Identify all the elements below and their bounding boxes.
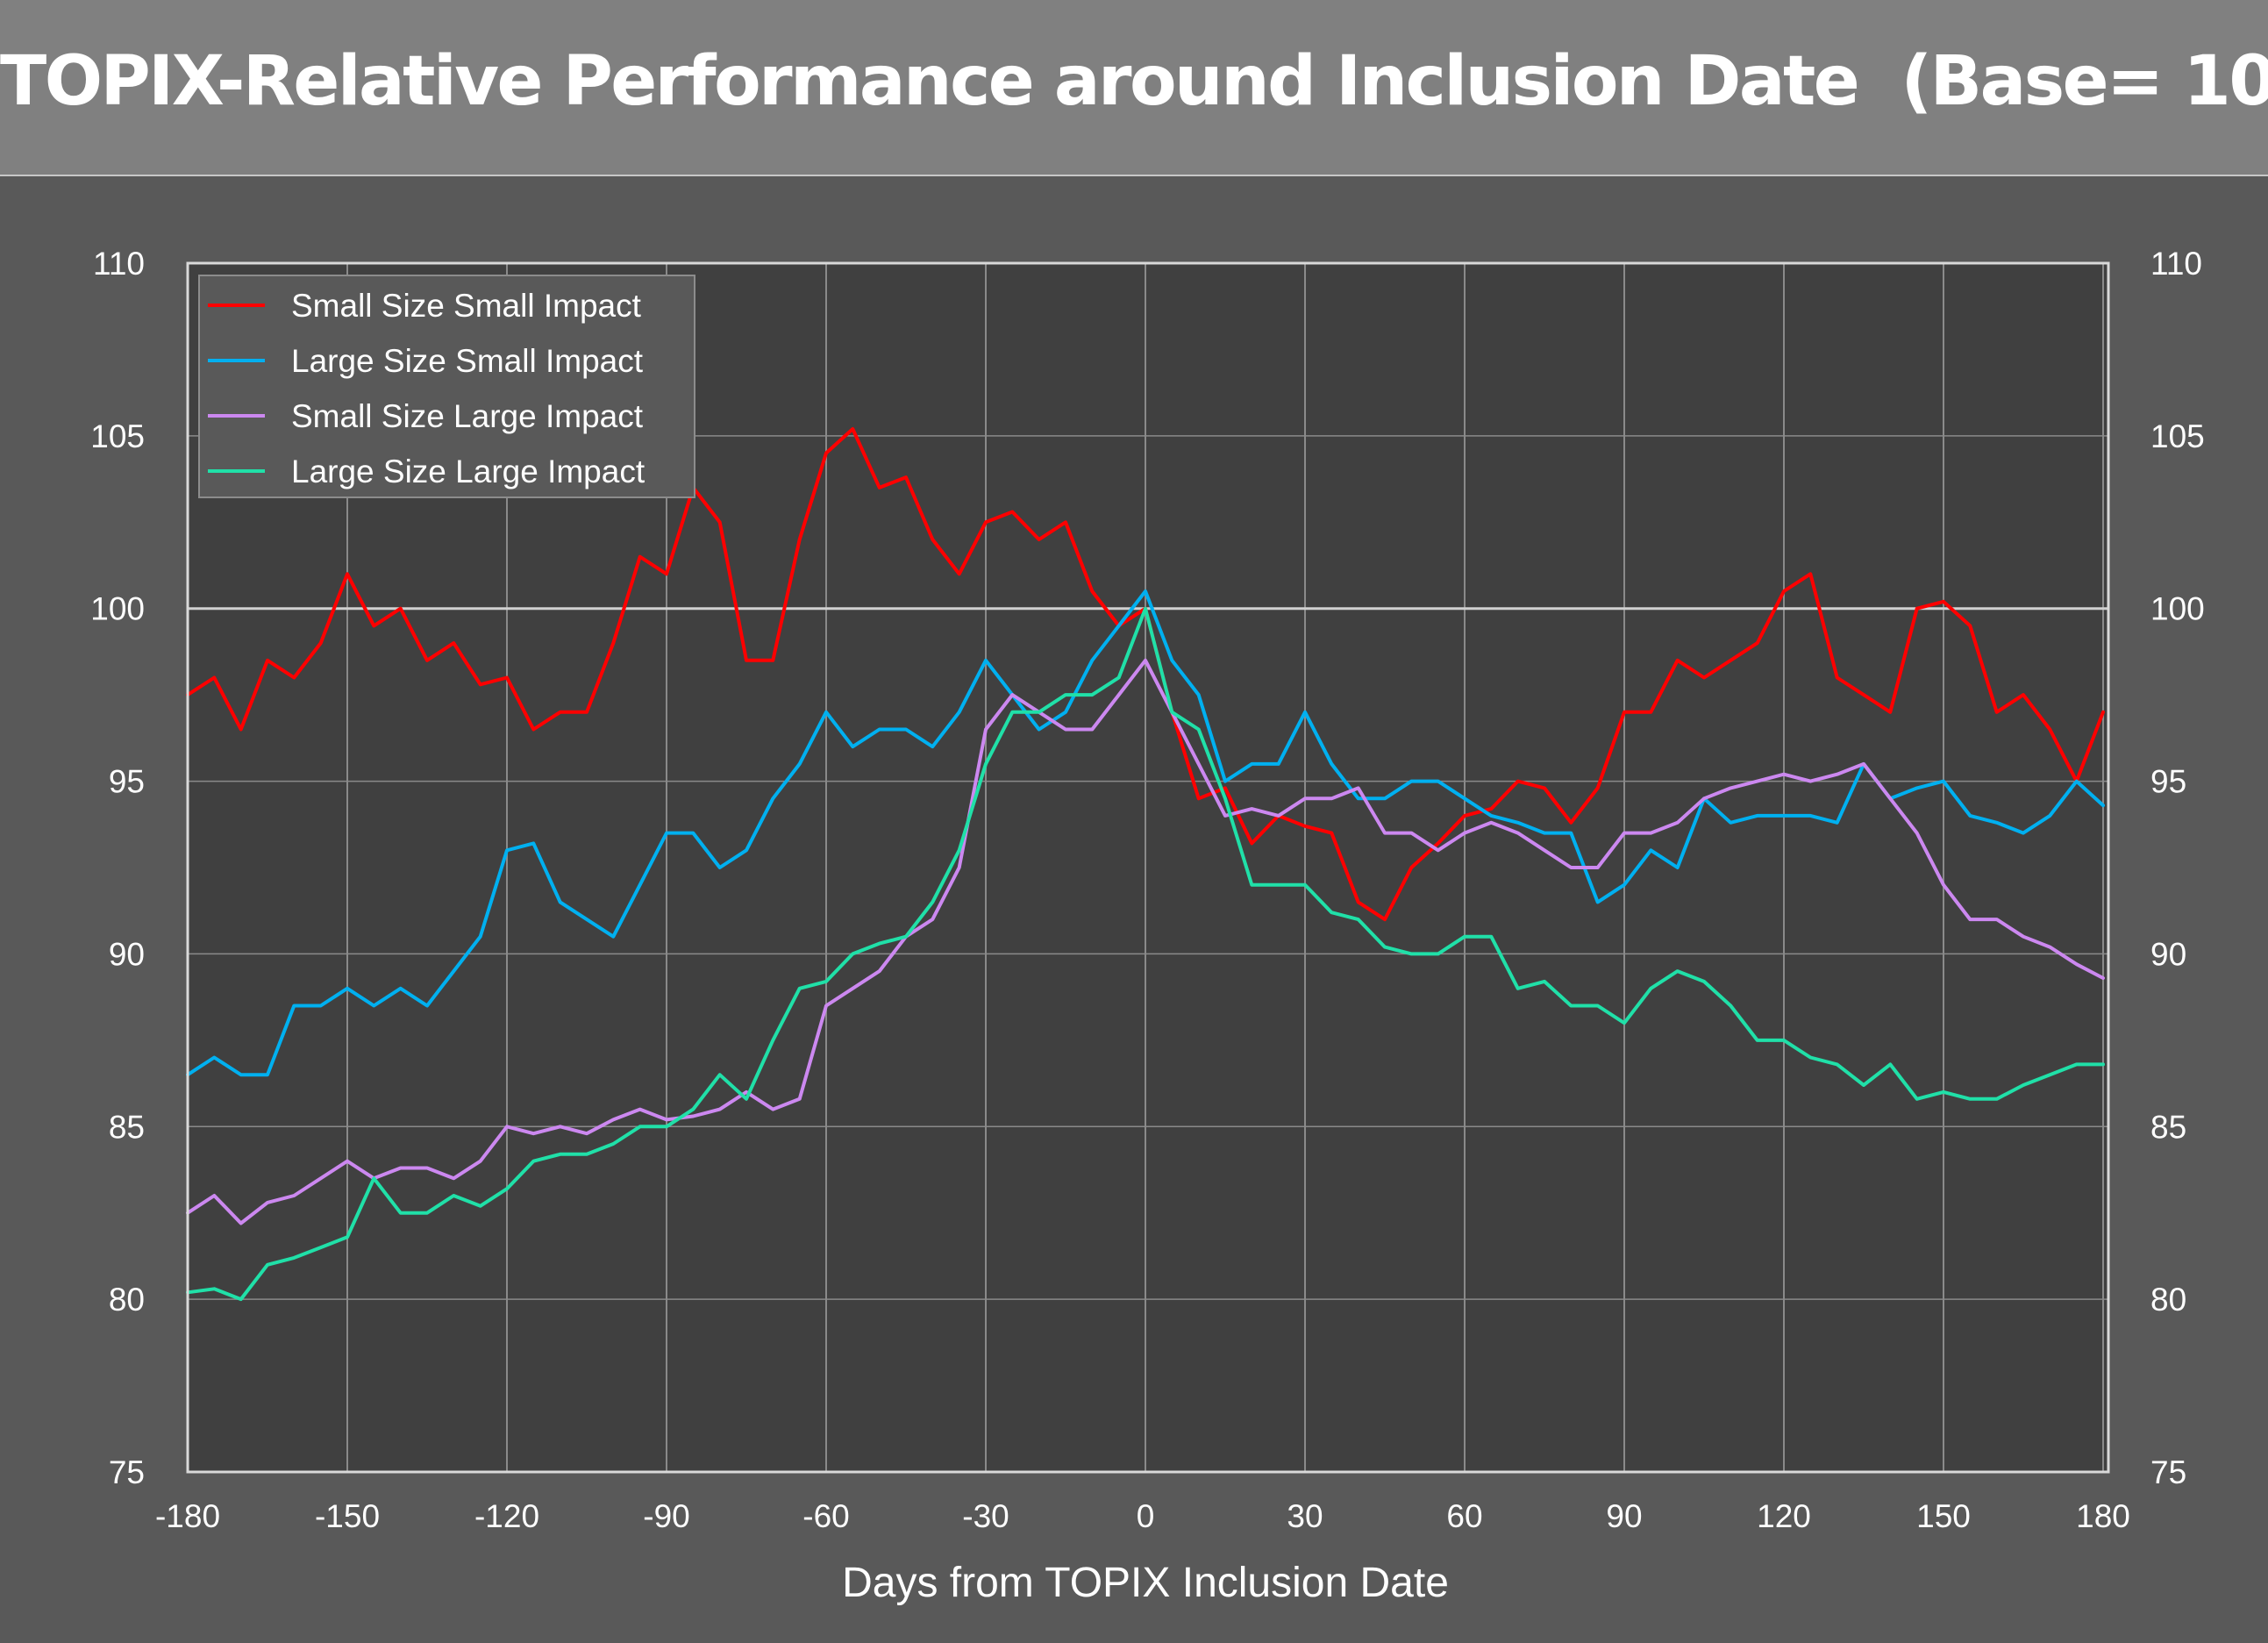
x-tick-label: 150 <box>1916 1498 1971 1534</box>
x-tick-label: -180 <box>155 1498 220 1534</box>
y-tick-label-left: 105 <box>90 418 145 454</box>
y-tick-label-right: 105 <box>2150 418 2205 454</box>
series-line-large-size-large-impact <box>186 606 2105 1302</box>
legend-item: Small Size Large Impact <box>208 398 644 434</box>
y-tick-label-left: 95 <box>109 764 145 800</box>
x-tick-label: -150 <box>315 1498 380 1534</box>
legend-label: Small Size Large Impact <box>291 398 644 434</box>
y-tick-label-left: 90 <box>109 936 145 972</box>
x-tick-label: -90 <box>643 1498 689 1534</box>
x-axis-title: Days from TOPIX Inclusion Date <box>842 1560 1449 1606</box>
legend-item: Small Size Small Impact <box>208 288 642 324</box>
y-tick-label-right: 85 <box>2150 1109 2186 1145</box>
y-tick-label-left: 80 <box>109 1282 145 1318</box>
y-tick-label-left: 110 <box>93 246 145 282</box>
x-axis: -180 -150 -120 -90 -60 -30 0 30 60 90 120 150 180 <box>155 1498 2130 1534</box>
legend-label: Small Size Small Impact <box>291 288 642 324</box>
legend-label: Large Size Small Impact <box>291 343 644 379</box>
x-tick-label: 0 <box>1137 1498 1155 1534</box>
legend-item: Large Size Small Impact <box>208 343 644 379</box>
y-tick-label-left: 75 <box>109 1454 145 1490</box>
x-tick-label: 60 <box>1446 1498 1482 1534</box>
title-bar: TOPIX-Relative Performance around Inclus… <box>0 0 2268 176</box>
x-tick-label: 180 <box>2076 1498 2130 1534</box>
y-tick-label-left: 85 <box>109 1109 145 1145</box>
legend-label: Large Size Large Impact <box>291 454 645 489</box>
legend: Small Size Small Impact Large Size Small … <box>198 275 695 498</box>
y-tick-label-right: 90 <box>2150 936 2186 972</box>
series-line-large-size-small-impact <box>186 589 2105 1077</box>
series-line-small-size-large-impact <box>186 658 2105 1225</box>
x-tick-label: -30 <box>962 1498 1009 1534</box>
legend-item: Large Size Large Impact <box>208 454 645 489</box>
x-tick-label: -60 <box>802 1498 849 1534</box>
x-tick-label: 90 <box>1606 1498 1642 1534</box>
x-tick-label: 120 <box>1757 1498 1811 1534</box>
x-tick-label: 30 <box>1287 1498 1323 1534</box>
y-tick-label-right: 110 <box>2150 246 2202 282</box>
y-tick-label-right: 95 <box>2150 764 2186 800</box>
y-tick-label-right: 100 <box>2150 591 2205 627</box>
plot-border <box>186 261 2110 1474</box>
series-layer <box>186 427 2105 1302</box>
y-axis-right: 75 80 85 90 95 100 105 110 <box>2150 246 2205 1490</box>
y-axis-left: 75 80 85 90 95 100 105 110 <box>90 246 145 1490</box>
y-tick-label-left: 100 <box>90 591 145 627</box>
legend-box <box>198 275 695 498</box>
y-tick-label-right: 75 <box>2150 1454 2186 1490</box>
chart-title: TOPIX-Relative Performance around Inclus… <box>0 42 2268 121</box>
y-tick-label-right: 80 <box>2150 1282 2186 1318</box>
x-tick-label: -120 <box>474 1498 539 1534</box>
